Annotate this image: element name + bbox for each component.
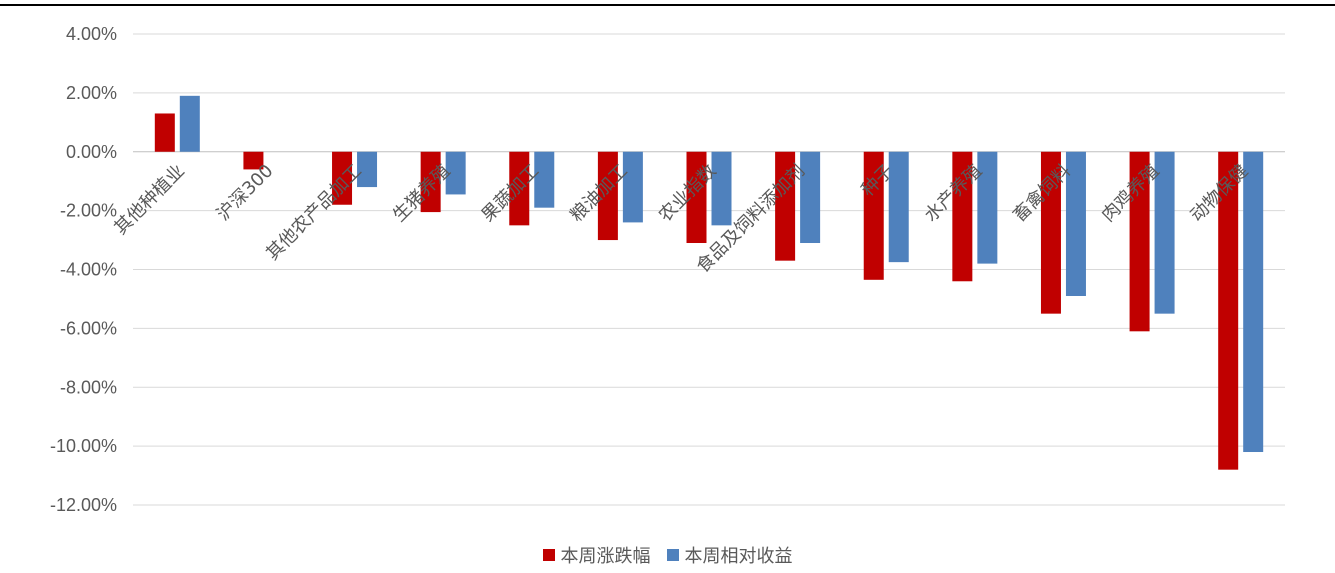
- y-tick-label: 2.00%: [66, 83, 117, 103]
- bar-series-2-9: [888, 151, 909, 263]
- x-category-label: 其他农产品加工: [262, 160, 366, 264]
- bar-series-2-1: [179, 95, 200, 152]
- bar-series-1-9: [863, 151, 884, 280]
- bar-series-1-1: [154, 113, 175, 152]
- legend-swatch-series-2: [666, 549, 679, 561]
- bar-series-1-3: [332, 151, 353, 205]
- top-border-rule: [0, 4, 1335, 6]
- bar-series-1-10: [952, 151, 973, 282]
- x-category-label: 其他种植业: [110, 160, 188, 238]
- y-tick-label: -12.00%: [50, 495, 117, 515]
- bar-series-2-6: [622, 151, 643, 223]
- legend-item-series-2: 本周相对收益: [666, 542, 793, 568]
- bar-series-1-11: [1040, 151, 1061, 314]
- x-category-label: 沪深300: [213, 160, 278, 225]
- bar-series-2-13: [1243, 151, 1264, 453]
- bar-series-1-4: [420, 151, 441, 213]
- y-tick-label: 4.00%: [66, 24, 117, 44]
- legend-item-series-1: 本周涨跌幅: [542, 542, 651, 568]
- legend-label-series-2: 本周相对收益: [684, 546, 793, 567]
- y-tick-label: -6.00%: [60, 318, 117, 338]
- bar-series-2-8: [800, 151, 821, 244]
- bar-series-1-5: [509, 151, 530, 226]
- bar-series-1-12: [1129, 151, 1150, 332]
- bar-series-1-6: [597, 151, 618, 241]
- y-tick-label: -2.00%: [60, 201, 117, 221]
- y-tick-label: -8.00%: [60, 377, 117, 397]
- bar-series-1-13: [1218, 151, 1239, 470]
- bar-series-1-8: [775, 151, 796, 261]
- legend-swatch-series-1: [542, 549, 555, 561]
- bar-series-1-7: [686, 151, 707, 244]
- y-tick-label: 0.00%: [66, 142, 117, 162]
- legend-label-series-1: 本周涨跌幅: [560, 546, 651, 567]
- legend: 本周涨跌幅 本周相对收益: [0, 542, 1335, 568]
- bar-series-2-4: [445, 151, 466, 195]
- bar-series-1-2: [243, 151, 264, 170]
- bar-chart: 4.00% 2.00% 0.00% -2.00% -4.00% -6.00% -8.00% -…: [50, 24, 1285, 515]
- bar-series-2-3: [357, 151, 378, 188]
- bar-series-2-5: [534, 151, 555, 208]
- bar-series-2-7: [711, 151, 732, 226]
- bar-series-2-11: [1065, 151, 1086, 296]
- bar-series-2-10: [977, 151, 998, 264]
- y-tick-label: -10.00%: [50, 436, 117, 456]
- y-tick-label: -4.00%: [60, 260, 117, 280]
- bar-series-2-12: [1154, 151, 1175, 314]
